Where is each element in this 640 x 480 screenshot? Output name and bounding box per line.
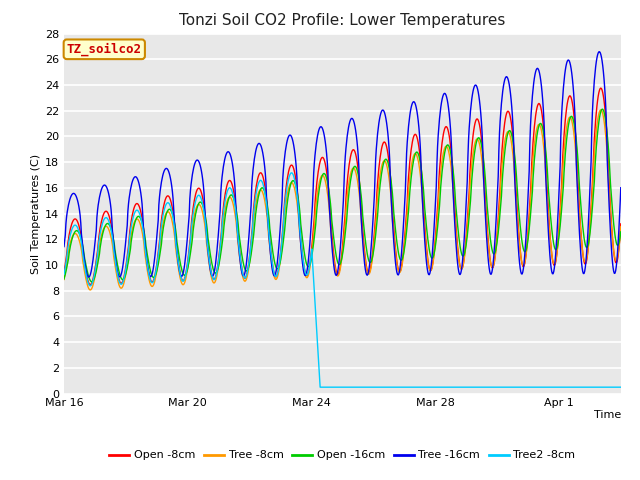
Legend: Open -8cm, Tree -8cm, Open -16cm, Tree -16cm, Tree2 -8cm: Open -8cm, Tree -8cm, Open -16cm, Tree -… <box>105 446 580 465</box>
Text: TZ_soilco2: TZ_soilco2 <box>67 43 142 56</box>
X-axis label: Time: Time <box>593 410 621 420</box>
Title: Tonzi Soil CO2 Profile: Lower Temperatures: Tonzi Soil CO2 Profile: Lower Temperatur… <box>179 13 506 28</box>
Y-axis label: Soil Temperatures (C): Soil Temperatures (C) <box>31 154 41 274</box>
